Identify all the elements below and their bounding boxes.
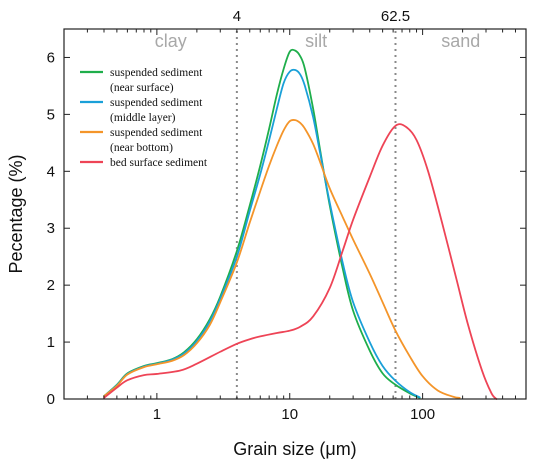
x-axis-ticks: 1 10 100 [63,29,527,423]
y-axis-title: Pecentage (%) [6,154,26,273]
series-line-1 [103,68,421,399]
x-tick-label: 100 [410,406,435,423]
series-line-2 [103,118,461,399]
boundary-label: 62.5 [381,8,410,25]
x-tick-label: 10 [281,406,298,423]
plot-frame [63,28,527,400]
y-tick-label: 0 [47,391,55,408]
y-tick-label: 4 [47,163,55,180]
x-tick-label: 1 [153,406,161,423]
legend: suspended sediment (near surface) suspende… [80,67,208,169]
y-tick-label: 3 [47,220,55,237]
y-tick-label: 2 [47,277,55,294]
region-labels: clay silt sand [155,31,481,51]
legend-label: suspended sediment [110,127,203,139]
data-series [103,48,498,400]
boundary-label: 4 [233,8,241,25]
region-label-silt: silt [305,31,327,51]
legend-label: (near bottom) [110,142,173,154]
legend-label: suspended sediment [110,67,203,79]
region-label-clay: clay [155,31,187,51]
x-axis-title: Grain size (μm) [233,439,356,459]
legend-label: (middle layer) [110,112,176,124]
region-label-sand: sand [441,31,480,51]
y-axis-ticks: 0 1 2 3 4 5 6 [47,49,526,408]
y-tick-label: 6 [47,49,55,66]
series-line-3 [103,123,498,400]
legend-label: bed surface sediment [110,157,208,169]
y-tick-label: 1 [47,334,55,351]
legend-label: suspended sediment [110,97,203,109]
legend-label: (near surface) [110,82,174,94]
size-boundaries: 4 62.5 [233,8,410,399]
y-tick-label: 5 [47,106,55,123]
